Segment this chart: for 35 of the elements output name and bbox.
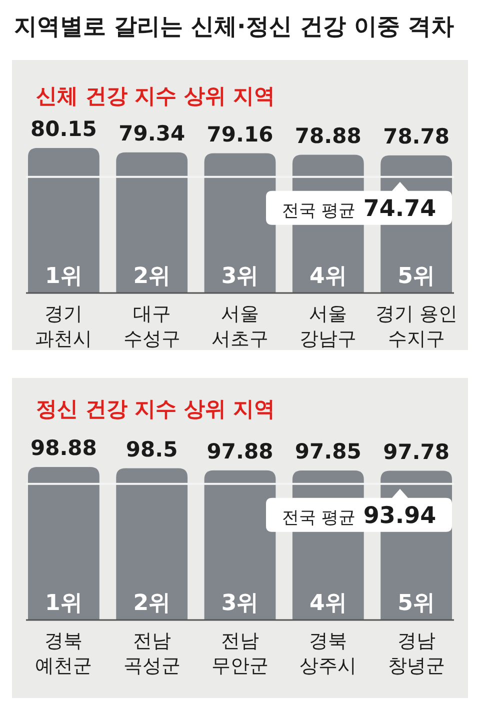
ref-line-label: 전국 평균 74.74 [282, 196, 436, 222]
chart-subtitle: 신체 건강 지수 상위 지역 [36, 84, 276, 108]
annotation: 1위 [45, 264, 82, 289]
annotation: 4위 [309, 591, 347, 616]
annotation: 3위 [221, 591, 259, 616]
annotation: 2위 [133, 264, 171, 289]
annotation: 5위 [398, 264, 435, 289]
chart-subtitle: 정신 건강 지수 상위 지역 [36, 397, 276, 421]
x-tick-label: 전남 곡성군 [123, 630, 180, 677]
data-label: 80.15 [30, 117, 97, 141]
data-label: 79.34 [118, 121, 186, 146]
data-label: 78.88 [294, 124, 362, 148]
data-label: 97.78 [383, 440, 450, 464]
annotation: 4위 [309, 264, 347, 289]
x-tick-label: 경남 창녕군 [388, 630, 445, 677]
x-tick-label: 서울 서초구 [212, 303, 268, 350]
annotation: 2위 [133, 591, 171, 616]
annotation: 3위 [221, 264, 259, 289]
data-label: 78.78 [383, 124, 450, 148]
x-tick-label: 경기 과천시 [35, 303, 92, 350]
x-tick-label: 경북 상주시 [300, 630, 357, 677]
data-label: 98.88 [30, 436, 97, 460]
chart-title: 지역별로 갈리는 신체·정신 건강 이중 격차 [14, 14, 454, 40]
annotation: 1위 [45, 591, 82, 616]
data-label: 98.5 [126, 437, 178, 462]
x-tick-label: 경기 용인 수지구 [375, 303, 458, 350]
annotation: 5위 [398, 591, 435, 616]
data-label: 97.88 [206, 439, 274, 464]
x-tick-label: 대구 수성구 [123, 303, 180, 350]
x-tick-label: 서울 강남구 [300, 303, 357, 350]
x-tick-label: 경북 예천군 [35, 630, 92, 677]
data-label: 97.85 [294, 440, 362, 464]
x-tick-label: 전남 무안군 [212, 630, 268, 677]
ref-line-label: 전국 평균 93.94 [282, 502, 436, 529]
data-label: 79.16 [206, 122, 274, 146]
